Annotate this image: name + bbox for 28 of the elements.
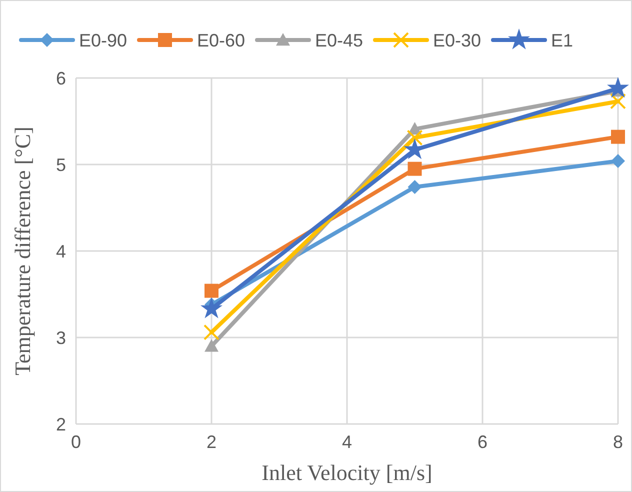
y-axis-title: Temperature difference [°C] [10, 126, 35, 376]
point [408, 180, 422, 194]
y-tick-label: 5 [56, 154, 66, 175]
x-tick-label: 6 [477, 432, 488, 452]
point [408, 162, 422, 176]
x-tick-label: 0 [70, 432, 82, 452]
legend-label: E0-90 [79, 30, 128, 50]
legend-label: E0-30 [433, 30, 482, 50]
point [200, 297, 222, 318]
point [610, 93, 626, 110]
x-tick-label: 2 [206, 432, 217, 452]
point [204, 284, 218, 298]
point [611, 154, 625, 168]
y-tick-label: 4 [56, 241, 66, 262]
point [204, 324, 220, 340]
x-tick-label: 4 [342, 432, 352, 452]
y-tick-label: 2 [56, 414, 66, 434]
x-tick-label: 8 [612, 432, 624, 452]
y-tick-label: 3 [56, 328, 66, 348]
point [607, 76, 629, 98]
legend-label: E0-60 [197, 30, 246, 50]
point [204, 339, 218, 352]
point [611, 130, 625, 144]
legend-label: E1 [551, 30, 574, 50]
y-tick-label: 6 [56, 68, 66, 88]
point [406, 130, 423, 146]
legend-label: E0-45 [315, 30, 364, 50]
x-axis-title: Inlet Velocity [m/s] [262, 460, 432, 485]
